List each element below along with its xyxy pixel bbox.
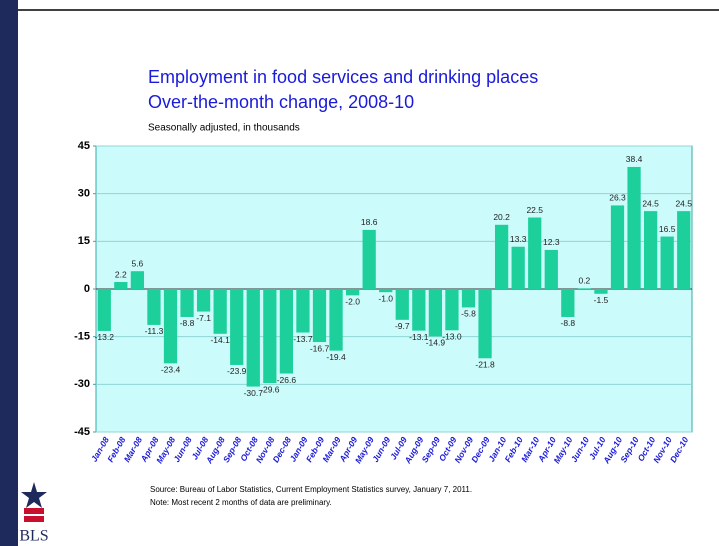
bar <box>660 236 674 289</box>
data-label: -14.1 <box>210 335 230 345</box>
bar <box>279 289 294 374</box>
bar <box>296 289 310 333</box>
data-label: 38.4 <box>626 154 643 164</box>
data-label: -1.0 <box>378 293 393 303</box>
logo-star <box>21 482 47 508</box>
bls-logo: BLS <box>19 482 49 545</box>
data-label: 22.5 <box>526 205 543 215</box>
data-label: 13.3 <box>510 234 527 244</box>
data-label: -11.3 <box>145 326 164 336</box>
bar <box>544 249 558 289</box>
data-label: -8.8 <box>561 318 576 328</box>
bar <box>114 282 128 289</box>
data-label: -23.4 <box>161 365 181 375</box>
data-label: 16.5 <box>659 224 676 234</box>
y-tick-label: -45 <box>74 426 90 438</box>
data-label: -16.7 <box>310 343 330 353</box>
data-label: -7.1 <box>196 313 211 323</box>
data-label: -8.8 <box>180 318 195 328</box>
bar <box>577 288 592 289</box>
bar <box>362 229 376 289</box>
bar <box>511 246 525 289</box>
data-label: -26.6 <box>277 375 297 385</box>
bar <box>230 289 244 365</box>
bar <box>494 224 509 289</box>
data-label: 24.5 <box>642 198 659 208</box>
data-label: 26.3 <box>609 193 626 203</box>
data-label: -13.7 <box>293 334 313 344</box>
bar <box>130 271 145 289</box>
y-tick-label: 45 <box>78 140 90 152</box>
bar <box>528 217 542 289</box>
data-label: 0.2 <box>578 276 590 286</box>
data-label: 2.2 <box>115 269 127 279</box>
bar <box>263 289 277 384</box>
bar <box>428 289 443 337</box>
data-label: -13.1 <box>409 332 429 342</box>
bar <box>594 289 608 294</box>
bar <box>461 289 476 308</box>
data-label: -23.9 <box>227 366 247 376</box>
data-label: 5.6 <box>131 258 143 268</box>
data-label: 12.3 <box>543 237 560 247</box>
data-label: -13.0 <box>442 332 462 342</box>
bar <box>196 289 211 312</box>
bar <box>677 211 691 289</box>
data-label: -29.6 <box>260 384 280 394</box>
data-label: -30.7 <box>244 388 264 398</box>
y-tick-label: -15 <box>74 331 90 343</box>
y-tick-label: 30 <box>78 188 90 200</box>
bar <box>345 289 360 296</box>
data-label: -13.2 <box>95 332 115 342</box>
bar <box>412 289 426 331</box>
bar <box>180 289 194 317</box>
bar <box>643 211 658 289</box>
data-label: -2.0 <box>345 297 360 307</box>
bar <box>379 289 393 293</box>
logo-stripe <box>24 516 44 522</box>
source-note: Source: Bureau of Labor Statistics, Curr… <box>150 485 472 494</box>
data-label: 24.5 <box>675 198 692 208</box>
bar <box>329 289 343 351</box>
bar <box>561 289 575 317</box>
data-label: -9.7 <box>395 321 410 331</box>
logo-stripe <box>24 508 44 514</box>
y-axis-label: Seasonally adjusted, in thousands <box>148 123 300 134</box>
data-label: -14.9 <box>426 338 446 348</box>
bar <box>246 289 260 387</box>
logo-text: BLS <box>19 528 48 545</box>
bar <box>312 289 327 343</box>
data-label: -21.8 <box>475 360 495 370</box>
bar <box>478 289 492 359</box>
bar <box>395 289 409 320</box>
y-tick-label: -30 <box>74 378 90 390</box>
data-label: -19.4 <box>326 352 346 362</box>
data-label: -5.8 <box>461 309 476 319</box>
bar <box>627 166 641 289</box>
bar <box>445 289 459 331</box>
bar <box>213 289 227 334</box>
y-tick-label: 0 <box>84 283 90 295</box>
bar <box>147 289 161 325</box>
data-label: 18.6 <box>361 217 378 227</box>
bar <box>163 289 178 364</box>
bar <box>610 205 625 289</box>
side-strip <box>0 0 18 546</box>
prelim-note: Note: Most recent 2 months of data are p… <box>150 498 332 507</box>
y-tick-label: 15 <box>78 235 90 247</box>
data-label: 20.2 <box>493 212 510 222</box>
chart-subtitle: Over-the-month change, 2008-10 <box>148 92 414 112</box>
bar <box>97 289 111 331</box>
data-label: -1.5 <box>594 295 609 305</box>
chart-title: Employment in food services and drinking… <box>148 67 538 87</box>
